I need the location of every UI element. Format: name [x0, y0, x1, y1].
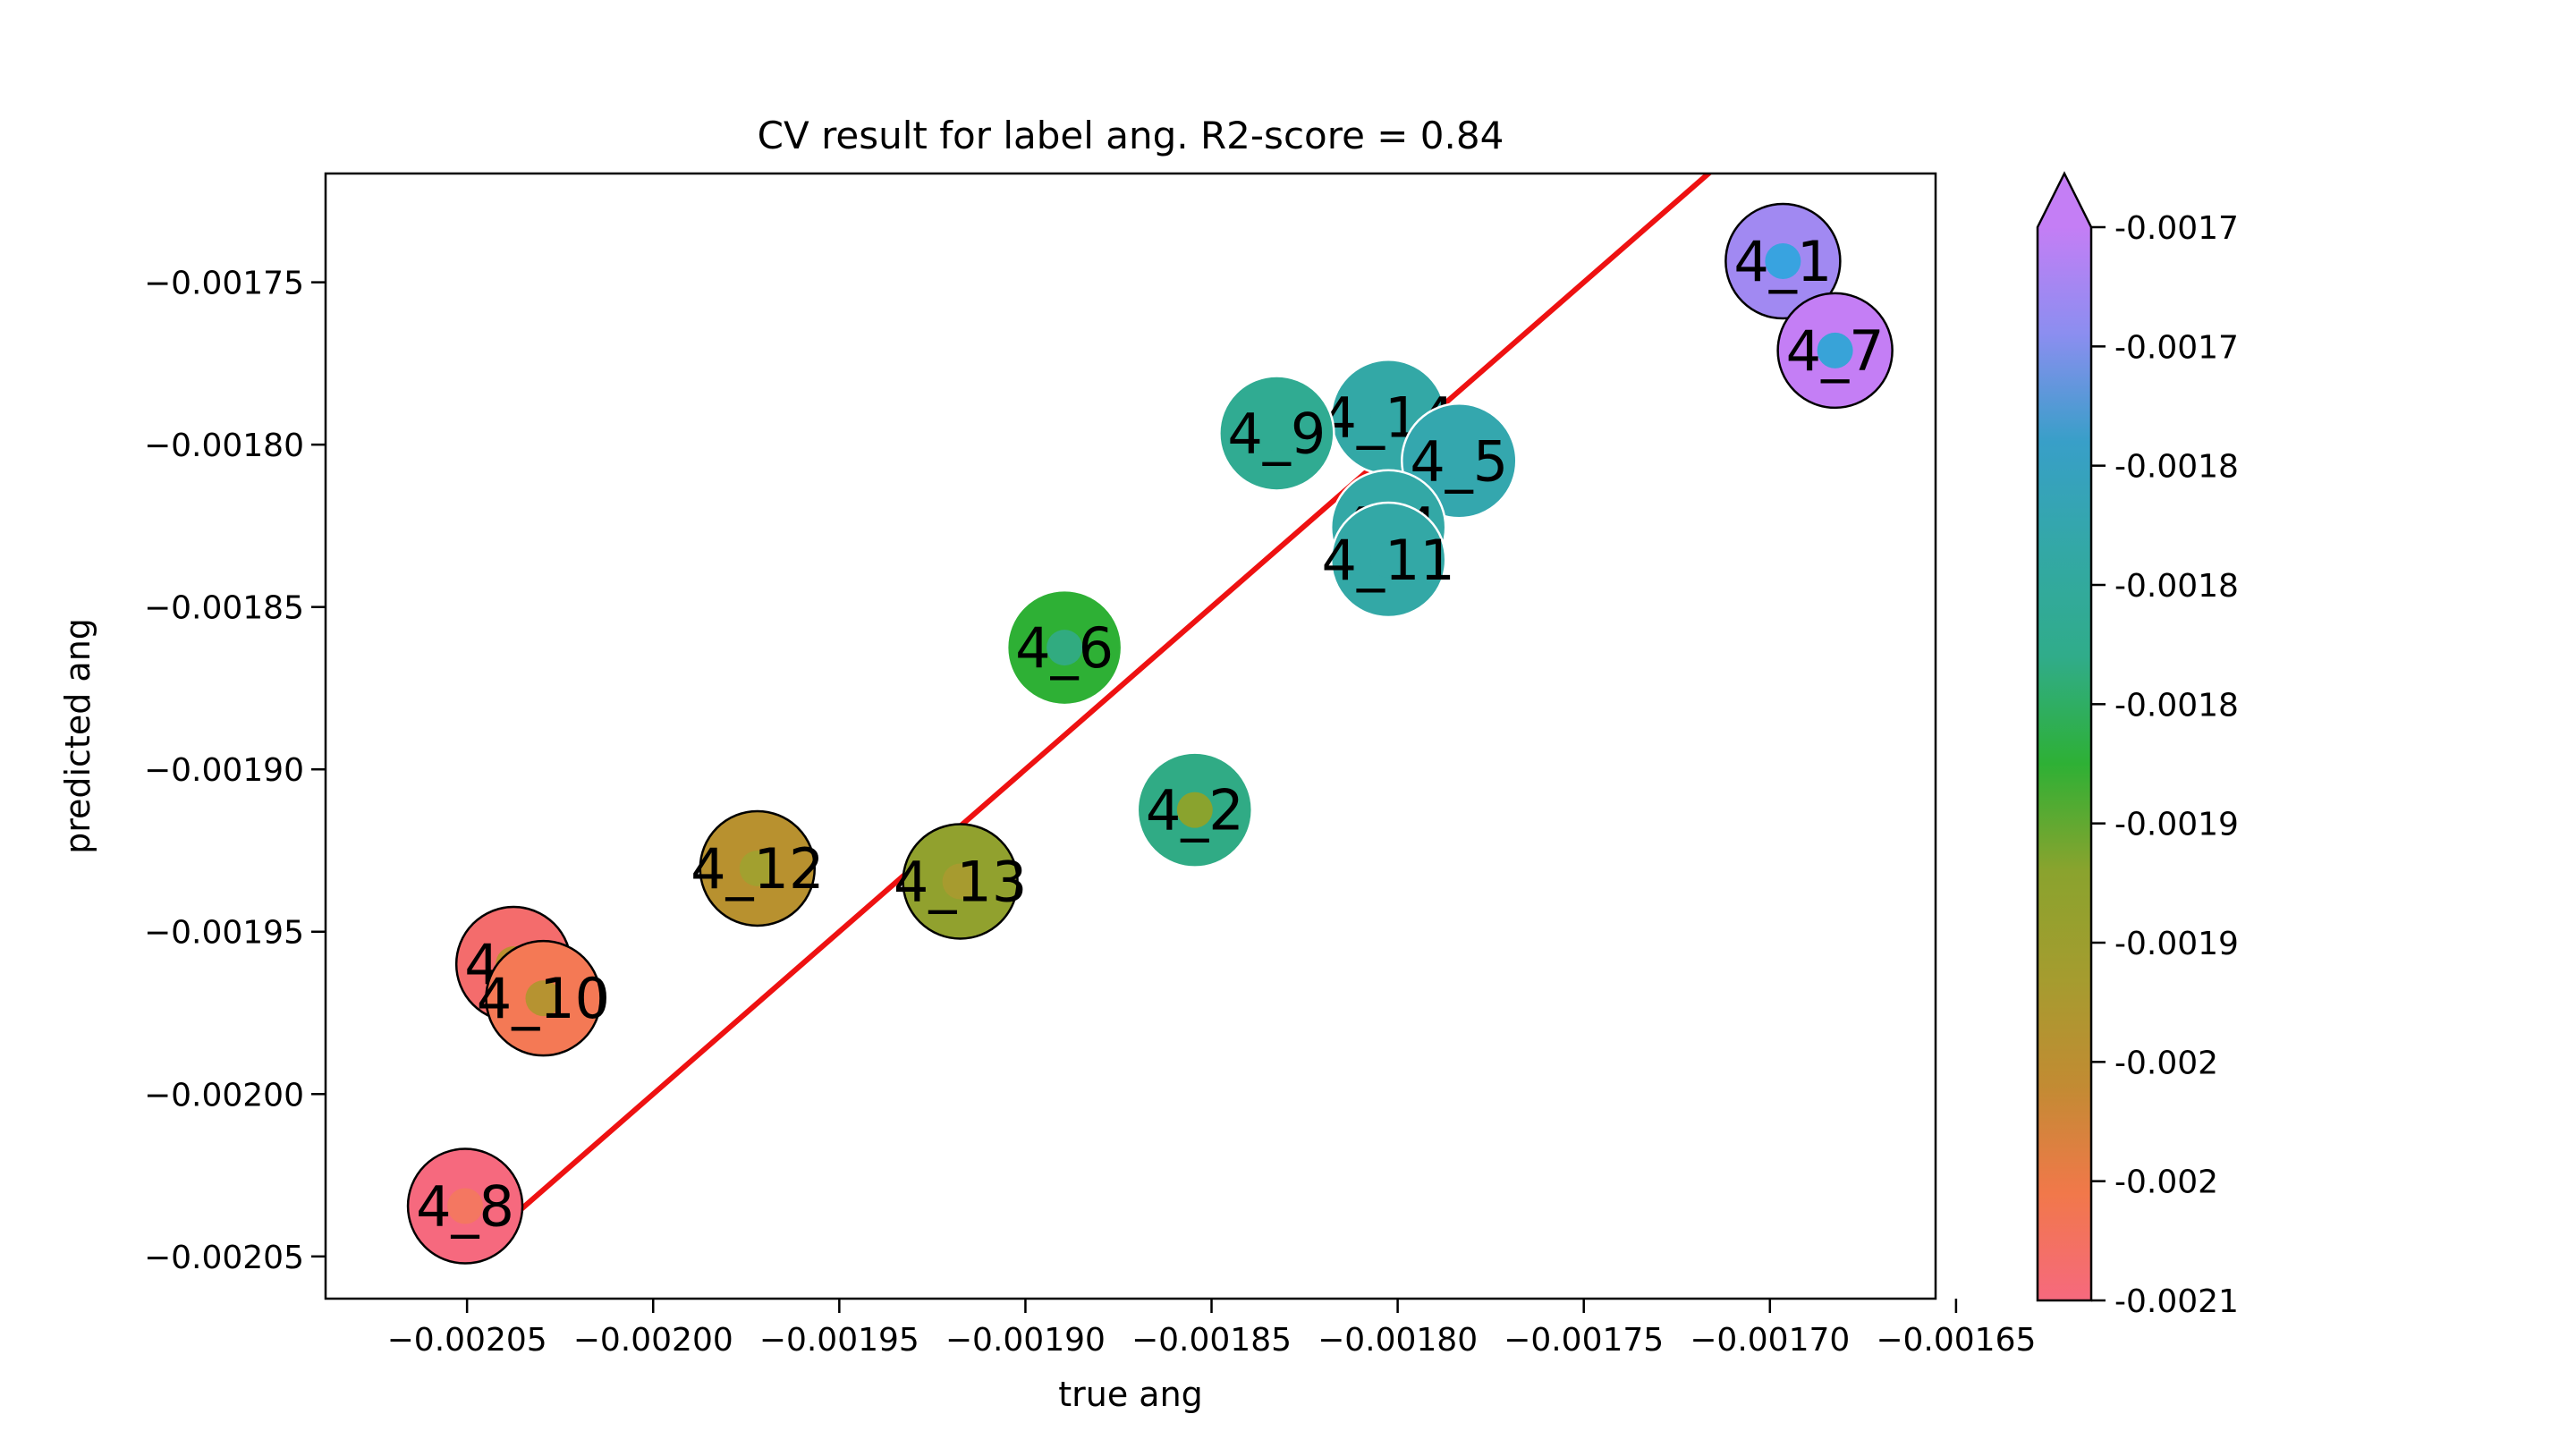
true-value-marker — [1370, 399, 1407, 436]
true-value-marker — [739, 850, 775, 886]
true-value-marker — [1765, 243, 1801, 280]
x-tick-label: −0.00165 — [1876, 1322, 2036, 1359]
colorbar: -0.0017 -0.0017 -0.0018 -0.0018 -0.0018 -0.00… — [2036, 171, 2239, 1320]
x-axis-ticks: −0.00205 −0.00200 −0.00195 −0.00190 −0.00185… — [387, 1299, 2036, 1359]
colorbar-tick-label: -0.002 — [2114, 1045, 2218, 1081]
data-point: 4_6 — [1005, 589, 1123, 707]
y-axis-ticks: −0.00175 −0.00180 −0.00185 −0.00190 −0.00195… — [144, 266, 326, 1276]
point-label: 4_6 — [1015, 615, 1114, 681]
points-layer: 4_14_74_144_94_54_44_114_64_24_124_134_3… — [406, 202, 1894, 1265]
chart-title: CV result for label ang. R2-score = 0.84 — [758, 114, 1504, 157]
point-label: 4_12 — [691, 836, 824, 902]
colorbar-body — [2038, 227, 2091, 1300]
x-tick-label: −0.00195 — [759, 1322, 919, 1359]
data-point: 4_8 — [406, 1147, 524, 1265]
plot-area: 4_14_74_144_94_54_44_114_64_24_124_134_3… — [406, 174, 1894, 1265]
data-point: 4_2 — [1136, 751, 1254, 868]
identity-line — [465, 174, 1713, 1259]
colorbar-ticks: -0.0017 -0.0017 -0.0018 -0.0018 -0.0018 -0.00… — [2091, 210, 2239, 1320]
data-point: 4_12 — [691, 809, 824, 927]
point-label: 4_11 — [1322, 528, 1455, 593]
true-value-marker — [1817, 332, 1853, 368]
y-tick-label: −0.00195 — [144, 915, 304, 952]
point-label: 4_9 — [1227, 401, 1326, 466]
point-label: 4_1 — [1733, 229, 1832, 294]
y-tick-label: −0.00185 — [144, 590, 304, 627]
point-label: 4_8 — [416, 1174, 514, 1240]
x-tick-label: −0.00180 — [1318, 1322, 1478, 1359]
y-tick-label: −0.00190 — [144, 752, 304, 789]
x-axis-label: true ang — [1058, 1375, 1203, 1414]
colorbar-tick-label: -0.0021 — [2114, 1283, 2239, 1320]
y-tick-label: −0.00205 — [144, 1240, 304, 1276]
colorbar-tick-label: -0.0018 — [2114, 449, 2239, 486]
true-value-marker — [942, 863, 979, 900]
point-label: 4_10 — [477, 966, 610, 1031]
y-axis-label: predicted ang — [58, 618, 97, 854]
x-tick-label: −0.00185 — [1131, 1322, 1292, 1359]
colorbar-tick-label: -0.0019 — [2114, 926, 2239, 962]
y-tick-label: −0.00175 — [144, 266, 304, 302]
point-label: 4_5 — [1410, 428, 1508, 494]
true-value-marker — [525, 980, 562, 1017]
colorbar-tick-label: -0.0017 — [2114, 210, 2239, 247]
data-point: 4_9 — [1218, 375, 1335, 492]
y-tick-label: −0.00200 — [144, 1077, 304, 1114]
point-label: 4_7 — [1786, 318, 1885, 384]
true-value-marker — [1046, 630, 1083, 666]
colorbar-tick-label: -0.0019 — [2114, 807, 2239, 843]
colorbar-extend-arrow — [2038, 174, 2091, 227]
data-point: 4_7 — [1776, 292, 1894, 410]
x-tick-label: −0.00205 — [387, 1322, 547, 1359]
colorbar-tick-label: -0.002 — [2114, 1164, 2218, 1201]
colorbar-tick-label: -0.0018 — [2114, 568, 2239, 605]
data-point: 4_13 — [894, 823, 1027, 940]
true-value-marker — [447, 1188, 484, 1224]
y-tick-label: −0.00180 — [144, 428, 304, 464]
true-value-marker — [1370, 542, 1407, 579]
x-tick-label: −0.00175 — [1504, 1322, 1664, 1359]
x-tick-label: −0.00190 — [945, 1322, 1106, 1359]
data-point: 4_11 — [1322, 501, 1455, 619]
colorbar-tick-label: -0.0017 — [2114, 329, 2239, 366]
true-value-marker — [1176, 792, 1213, 828]
point-label: 4_13 — [894, 849, 1027, 914]
point-label: 4_2 — [1146, 778, 1244, 843]
true-value-marker — [1441, 443, 1478, 479]
true-value-marker — [1258, 415, 1295, 452]
x-tick-label: −0.00170 — [1690, 1322, 1850, 1359]
colorbar-outline — [2036, 171, 2093, 1302]
colorbar-tick-label: -0.0018 — [2114, 687, 2239, 724]
data-point: 4_1 — [1724, 202, 1842, 320]
x-tick-label: −0.00200 — [573, 1322, 733, 1359]
plot-frame — [324, 172, 1937, 1300]
data-point: 4_10 — [477, 939, 610, 1057]
